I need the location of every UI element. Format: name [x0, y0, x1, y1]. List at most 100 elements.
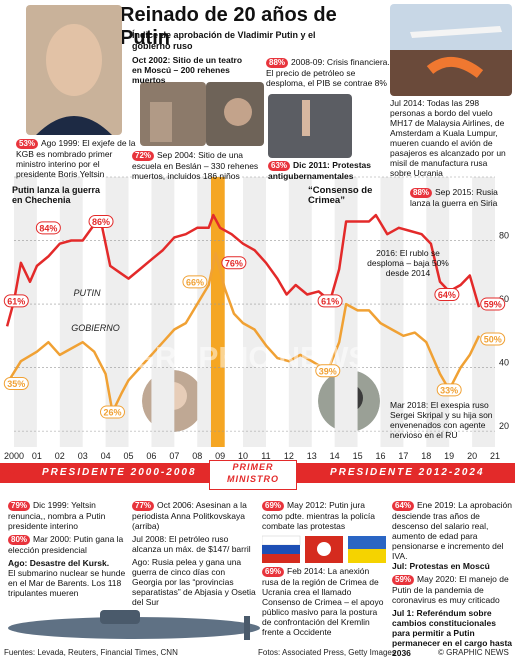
submarine-illustration [8, 610, 260, 640]
event-text: Dic 1999: Yeltsin renuncia,, nombra a Pu… [8, 500, 106, 531]
point-label: 61% [7, 296, 25, 306]
x-tick-label: 20 [467, 451, 477, 460]
pct-badge: 88% [266, 58, 289, 68]
point-badge [480, 332, 506, 346]
year-band [334, 177, 358, 447]
x-tick-label: 08 [192, 451, 202, 460]
annotation-text: Dic 2011: Protestas antigubernamentales [268, 160, 371, 181]
timeline-president-2: PRESIDENTE 2012-2024 [330, 467, 485, 478]
event-text: Feb 2014: La anexión rusa de la región d… [262, 566, 384, 637]
year-band [380, 177, 404, 447]
timeline-pm-label: PM [2, 467, 17, 478]
x-tick-label: 14 [330, 451, 340, 460]
annotation-ago1999: 53% Ago 1999: El exjefe de la KGB es nomb… [16, 138, 136, 179]
x-tick-label: 17 [398, 451, 408, 460]
x-tick-label: 03 [78, 451, 88, 460]
point-label: 59% [484, 300, 502, 310]
x-tick-label: 01 [32, 451, 42, 460]
y-tick-label: 60 [499, 294, 509, 304]
event-jul2008: Jul 2008: El petróleo ruso alcanza un má… [132, 534, 251, 554]
x-tick-label: 2000 [4, 451, 24, 460]
event-may2020: 59% May 2020: El manejo de Putin de la pa… [392, 574, 512, 605]
footer-sources: Fuentes: Levada, Reuters, Financial Time… [4, 648, 178, 657]
bottom-col-3: 69% May 2012: Putin jura como pdte. mient… [262, 500, 387, 637]
x-tick-label: 07 [169, 451, 179, 460]
pct-badge: 88% [410, 188, 433, 198]
annotation-sep2004: 72% Sep 2004: Sitio de una escuela en Bes… [132, 150, 262, 181]
year-band [14, 177, 37, 447]
point-badge [436, 383, 462, 397]
pct-badge: 63% [268, 161, 291, 171]
pct-badge: 59% [392, 575, 415, 585]
footer-photos: Fotos: Associated Press, Getty Images [258, 648, 396, 657]
year-band [288, 177, 312, 447]
x-tick-label: 06 [146, 451, 156, 460]
pct-badge: 69% [262, 567, 285, 577]
point-badge [88, 214, 114, 228]
event-protestas: Jul: Protestas en Moscú [392, 561, 490, 571]
annotation-consenso: “Consenso de Crimea” [308, 185, 373, 206]
event-text: May 2012: Putin jura como pdte. mientras… [262, 500, 375, 531]
point-label: 76% [225, 258, 243, 268]
pct-badge: 64% [392, 501, 415, 511]
point-label: 64% [438, 290, 456, 300]
point-badge [3, 294, 29, 308]
event-may2012: 69% May 2012: Putin jura como pdte. mient… [262, 500, 387, 531]
event-text: Oct 2006: Asesinan a la periodista Anna … [132, 500, 247, 531]
event-kursk-title: Ago: Desastre del Kursk. [8, 558, 110, 568]
point-label: 39% [319, 366, 337, 376]
y-tick-label: 40 [499, 358, 509, 368]
x-tick-label: 12 [284, 451, 294, 460]
page-title: Reinado de 20 años de Putin [120, 4, 337, 49]
point-badge [315, 364, 341, 378]
event-oct2006: 77% Oct 2006: Asesinan a la periodista An… [132, 500, 257, 531]
series-line-putin [5, 213, 481, 327]
pct-badge: 53% [16, 139, 39, 149]
annotation-text: Sep 2004: Sitio de una escuela en Beslán… [132, 150, 259, 181]
y-tick-label: 20 [499, 421, 509, 431]
theatre-photo [140, 82, 206, 146]
crisis-shade [210, 177, 225, 447]
x-tick-label: 19 [444, 451, 454, 460]
mh17-photo [390, 4, 512, 96]
series-label-putin: PUTIN [74, 288, 102, 298]
annotation-mh17: Jul 2014: Todas las 298 personas a bordo… [390, 98, 506, 178]
x-tick-label: 13 [307, 451, 317, 460]
y-tick-label: 80 [499, 231, 509, 241]
timeline-prime-minister: PRIMER MINISTRO [209, 460, 297, 490]
x-tick-label: 15 [353, 451, 363, 460]
x-tick-label: 16 [375, 451, 385, 460]
point-badge [99, 405, 125, 419]
year-band [472, 177, 495, 447]
beslan-photo [206, 82, 264, 146]
bottom-col-4: 64% Ene 2019: La aprobación desciende tra… [392, 500, 512, 658]
point-label: 35% [7, 379, 25, 389]
point-label: 86% [92, 217, 110, 227]
year-band [105, 177, 129, 447]
pct-badge: 77% [132, 501, 155, 511]
point-label: 26% [103, 408, 121, 418]
point-badge [182, 275, 208, 289]
x-tick-label: 21 [490, 451, 500, 460]
x-tick-label: 04 [101, 451, 111, 460]
event-text: May 2020: El manejo de Putin de la pande… [392, 574, 509, 605]
page-subtitle: Índice de aprobación de Vladimir Putin y… [132, 30, 316, 51]
point-label: 33% [440, 385, 458, 395]
event-mar2000: 80% Mar 2000: Putin gana la elección pres… [8, 534, 133, 555]
event-dic1999: 79% Dic 1999: Yeltsin renuncia,, nombra a… [8, 500, 133, 531]
point-badge [3, 376, 29, 390]
annotation-sep2015: 88% Sep 2015: Rusia lanza la guerra en Si… [410, 187, 510, 208]
annotation-dic2011: 63% Dic 2011: Protestas antigubernamental… [268, 160, 388, 181]
approval-chart: 20 40 60 80 100% 2000 01 02 03 04 05 06 07 08 09 10 11 12… [3, 175, 509, 460]
x-tick-label: 11 [261, 451, 270, 460]
x-tick-label: 10 [238, 451, 248, 460]
annotation-rublo: 2016: El rublo se desploma – baja 50% de… [367, 248, 449, 278]
point-badge [434, 288, 460, 302]
bottom-col-1: 79% Dic 1999: Yeltsin renuncia,, nombra a… [8, 500, 133, 598]
year-band [243, 177, 266, 447]
series-line-gobierno [6, 251, 481, 414]
event-jul1: Jul 1: Referéndum sobre cambios constitu… [392, 608, 513, 658]
series-label-gobierno: GOBIERNO [71, 323, 120, 333]
x-tick-label: 18 [421, 451, 431, 460]
